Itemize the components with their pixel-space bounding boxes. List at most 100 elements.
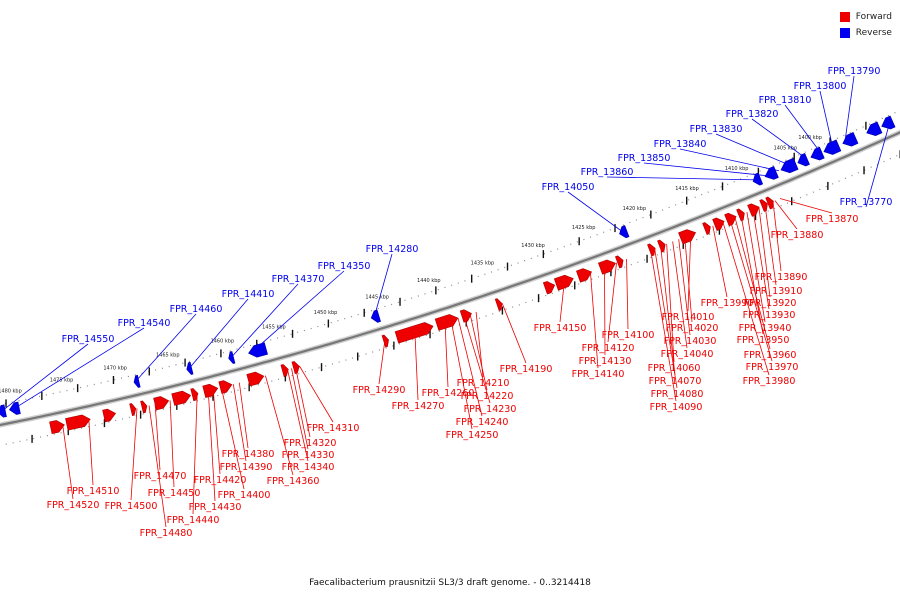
- gene-label: FPR_14280: [366, 244, 419, 255]
- gene-label: FPR_14340: [282, 462, 335, 473]
- callout-line: [291, 368, 309, 450]
- gene-label: FPR_13800: [794, 81, 847, 92]
- gene-label: FPR_14450: [148, 488, 201, 499]
- gene-label: FPR_14440: [167, 515, 220, 526]
- gene-label: FPR_14290: [353, 385, 406, 396]
- reverse-gene: [228, 351, 236, 364]
- kbp-label: 1435 kbp: [471, 261, 495, 267]
- gene-label: FPR_13930: [743, 310, 796, 321]
- gene-label: FPR_14260: [422, 388, 475, 399]
- forward-gene: [576, 268, 593, 283]
- kbp-label: 1480 kbp: [0, 388, 22, 394]
- callout-line: [559, 281, 565, 323]
- forward-gene: [381, 334, 389, 348]
- gene-label: FPR_13770: [840, 197, 893, 208]
- reverse-gene: [797, 153, 810, 167]
- kbp-label: 1455 kbp: [262, 325, 286, 331]
- callout-line: [746, 212, 766, 323]
- forward-gene: [678, 229, 697, 245]
- callout-line: [643, 162, 768, 177]
- forward-gene: [171, 390, 192, 406]
- gene-label: FPR_14360: [267, 476, 320, 487]
- reverse-gene: [842, 132, 859, 147]
- gene-label: FPR_14130: [579, 356, 632, 367]
- callout-line: [212, 389, 221, 475]
- gene-label: FPR_14310: [307, 423, 360, 434]
- callout-line: [684, 236, 693, 323]
- callout-line: [238, 382, 249, 449]
- legend-label-reverse: Reverse: [855, 28, 892, 38]
- gene-label: FPR_14480: [140, 528, 193, 539]
- callout-line: [764, 204, 777, 286]
- kbp-label: 1410 kbp: [725, 166, 749, 172]
- callout-line: [660, 246, 676, 376]
- callout-line: [567, 191, 624, 233]
- reverse-track: [0, 111, 898, 406]
- forward-gene: [702, 222, 711, 235]
- gene-label: FPR_13830: [690, 124, 743, 135]
- forward-gene: [434, 314, 459, 331]
- gene-label: FPR_14400: [218, 490, 271, 501]
- gene-label: FPR_14100: [602, 330, 655, 341]
- forward-gene: [218, 380, 233, 394]
- gene-label: FPR_14470: [134, 471, 187, 482]
- legend-item-forward: Forward: [839, 9, 892, 25]
- gene-label: FPR_14040: [661, 349, 714, 360]
- callout-line: [779, 198, 833, 214]
- gene-label: FPR_14080: [651, 389, 704, 400]
- kbp-label: 1475 kbp: [50, 377, 74, 383]
- forward-gene: [553, 274, 574, 291]
- map-caption: Faecalibacterium prausnitzii SL3/3 draft…: [309, 578, 591, 588]
- gene-label: FPR_14410: [222, 289, 275, 300]
- callout-line: [679, 148, 780, 172]
- callout-line: [378, 341, 386, 385]
- reverse-gene: [881, 115, 896, 130]
- callout-line: [265, 375, 294, 476]
- gene-label: FPR_14550: [62, 334, 115, 345]
- callout-line: [414, 331, 419, 401]
- reverse-gene: [866, 121, 883, 137]
- callout-line: [299, 365, 334, 423]
- callout-line: [607, 262, 617, 343]
- gene-label: FPR_14070: [649, 376, 702, 387]
- callout-line: [865, 122, 891, 208]
- reverse-gene: [248, 342, 268, 358]
- gene-label: FPR_14390: [220, 462, 273, 473]
- gene-label: FPR_13890: [755, 272, 808, 283]
- gene-label: FPR_14460: [170, 304, 223, 315]
- callout-line: [148, 405, 167, 528]
- kbp-label: 1440 kbp: [417, 278, 441, 284]
- callout-line: [712, 225, 728, 298]
- forward-gene: [140, 400, 148, 414]
- gene-label: FPR_14140: [572, 369, 625, 380]
- kbp-label: 1405 kbp: [774, 146, 798, 152]
- reverse-gene: [186, 361, 194, 375]
- gene-label: FPR_14500: [105, 501, 158, 512]
- reverse-gene: [370, 309, 381, 323]
- callout-line: [734, 216, 771, 350]
- gene-label: FPR_13820: [726, 109, 779, 120]
- gene-label: FPR_14220: [461, 391, 514, 402]
- gene-label: FPR_13870: [806, 214, 859, 225]
- kbp-label: 1415 kbp: [675, 186, 699, 192]
- gene-label: FPR_13880: [771, 230, 824, 241]
- gene-label: FPR_14210: [457, 378, 510, 389]
- kbp-label: 1465 kbp: [156, 353, 180, 359]
- callout-line: [626, 258, 629, 330]
- callout-line: [678, 239, 691, 336]
- callout-line: [469, 313, 488, 391]
- callout-line: [450, 320, 473, 430]
- callout-line: [130, 408, 138, 501]
- gene-label: FPR_14320: [284, 438, 337, 449]
- callout-line: [1, 343, 89, 412]
- callout-line: [606, 176, 758, 181]
- forward-gene: [459, 309, 472, 323]
- gene-label: FPR_14540: [118, 318, 171, 329]
- callout-line: [751, 118, 808, 160]
- kbp-label: 1460 kbp: [211, 339, 235, 345]
- gene-label: FPR_14030: [664, 336, 717, 347]
- callout-line: [604, 267, 606, 356]
- callout-line: [62, 425, 74, 500]
- gene-label: FPR_14240: [456, 417, 509, 428]
- gene-label: FPR_13920: [744, 298, 797, 309]
